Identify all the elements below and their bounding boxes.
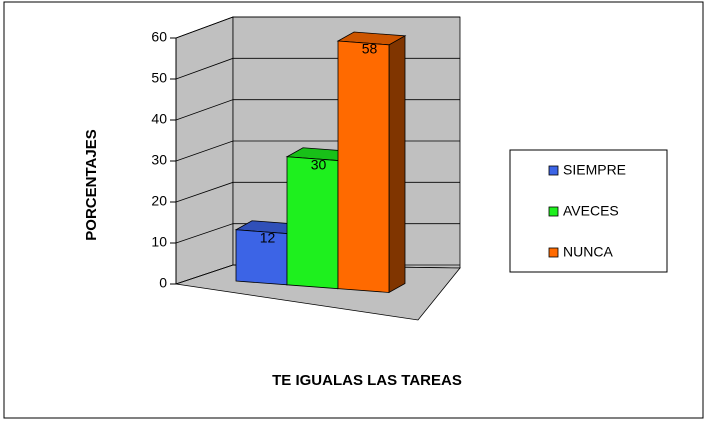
legend-label: AVECES bbox=[563, 203, 619, 219]
data-label: 12 bbox=[260, 229, 276, 245]
y-tick-label: 20 bbox=[151, 193, 167, 209]
bar-front bbox=[337, 40, 390, 293]
legend-swatch bbox=[548, 165, 559, 176]
y-tick-label: 60 bbox=[151, 29, 167, 45]
legend-label: NUNCA bbox=[563, 244, 613, 260]
legend-swatch bbox=[548, 247, 559, 258]
legend-label: SIEMPRE bbox=[563, 162, 626, 178]
y-tick-label: 50 bbox=[151, 70, 167, 86]
bar-front bbox=[286, 156, 339, 290]
y-axis-title: PORCENTAJES bbox=[83, 129, 100, 240]
bar-side bbox=[388, 35, 406, 294]
data-label: 30 bbox=[311, 156, 327, 172]
x-axis-title: TE IGUALAS LAS TAREAS bbox=[272, 372, 462, 389]
y-tick-label: 0 bbox=[159, 275, 167, 291]
data-label: 58 bbox=[362, 41, 378, 57]
bar bbox=[336, 31, 407, 294]
y-tick-label: 10 bbox=[151, 234, 167, 250]
y-tick-label: 40 bbox=[151, 111, 167, 127]
legend-box bbox=[509, 149, 668, 273]
left-wall bbox=[175, 16, 234, 285]
legend-swatch bbox=[548, 206, 559, 217]
y-tick-label: 30 bbox=[151, 152, 167, 168]
grid-line bbox=[175, 16, 460, 39]
